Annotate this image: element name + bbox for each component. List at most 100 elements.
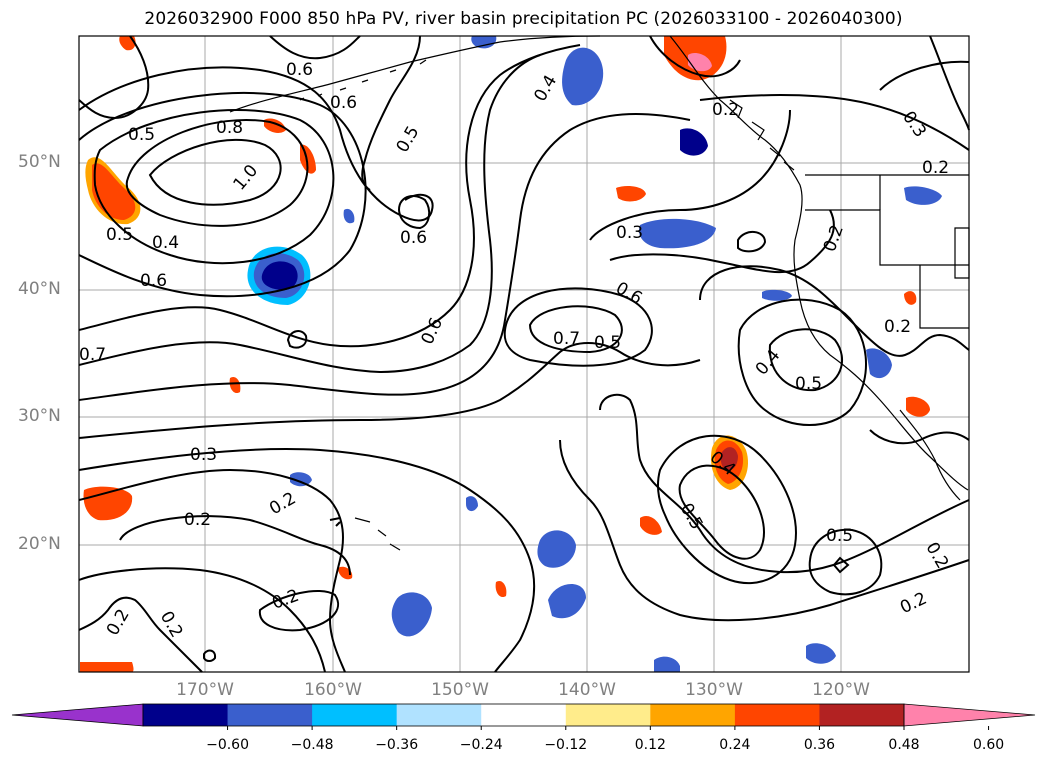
contour-line — [768, 328, 844, 392]
contour-line — [832, 556, 850, 574]
precip-patch-negative — [638, 218, 716, 249]
contour-line — [699, 265, 970, 357]
contour-label: 0.3 — [190, 445, 217, 465]
contour-line — [258, 589, 340, 632]
colorbar-tick-label: 0.12 — [634, 737, 666, 753]
contour-line — [361, 35, 421, 191]
lon-label-170w: 170°W — [176, 680, 234, 700]
contour-line — [286, 330, 308, 349]
contour-line — [78, 567, 326, 673]
contour-label: 0.6 — [140, 271, 167, 291]
contour-label: 0.5 — [106, 225, 133, 245]
contour-line — [609, 209, 835, 274]
precip-patch-negative — [904, 186, 942, 205]
precip-patch-negative — [391, 592, 432, 637]
lon-label-130w: 130°W — [685, 680, 743, 700]
contour-line — [203, 649, 217, 662]
colorbar-tick-label: 0.36 — [803, 737, 836, 753]
contour-label: 0.8 — [216, 118, 243, 138]
contour-line — [808, 528, 883, 596]
colorbar-segment — [396, 704, 482, 726]
coastline-alaska — [229, 35, 601, 113]
border-states-a — [805, 209, 969, 266]
hawaii — [354, 517, 401, 551]
precip-patch-negative — [762, 289, 792, 301]
precip-patch-negative — [548, 583, 586, 619]
colorbar-tick-label: −0.60 — [206, 737, 249, 753]
colorbar-tick-label: 0.24 — [719, 737, 751, 753]
precip-patch-negative — [866, 348, 892, 379]
precip-patch-negative — [680, 128, 708, 156]
contour-label: 0.4 — [152, 233, 179, 253]
contour-line — [78, 448, 536, 673]
map-frame — [78, 35, 970, 673]
contour-line — [125, 118, 309, 227]
contour-line — [78, 92, 367, 298]
precip-patches — [80, 36, 942, 672]
contour-label: 0.2 — [712, 100, 739, 120]
colorbar-segment — [734, 704, 820, 726]
contour-line — [589, 109, 791, 241]
precip-patch-negative — [290, 472, 312, 487]
contour-label: 0.5 — [594, 333, 621, 353]
colorbar-tick-label: 0.60 — [972, 737, 1005, 753]
contour-line — [737, 231, 767, 253]
contour-line — [699, 94, 970, 151]
contour-line — [678, 464, 765, 560]
colorbar-segment — [481, 704, 567, 726]
contour-label: 0.6 — [286, 60, 313, 80]
lat-label-50n: 50°N — [18, 152, 61, 172]
contour-line — [78, 596, 203, 673]
contour-line — [78, 342, 701, 439]
precip-patch-positive — [640, 515, 662, 535]
precip-patch-negative — [343, 208, 355, 224]
colorbar-tick-label: 0.48 — [888, 737, 920, 753]
lon-label-120w: 120°W — [812, 680, 870, 700]
contour-label: 0.5 — [826, 526, 853, 546]
lon-label-150w: 150°W — [431, 680, 489, 700]
colorbar-segment — [312, 704, 398, 726]
lat-label-20n: 20°N — [18, 534, 61, 554]
precip-patch-negative — [654, 656, 680, 672]
precip-patch-positive — [906, 396, 930, 417]
colorbar-extend-high — [903, 703, 1036, 727]
contour-line — [78, 44, 581, 348]
coastline-baja — [899, 409, 961, 501]
precip-patch-positive — [495, 580, 507, 598]
contour-label: 0.7 — [79, 345, 106, 365]
contour-label: 0.2 — [922, 158, 949, 178]
coastline-bc — [669, 35, 969, 491]
precip-patch-negative — [261, 261, 298, 290]
contour-line — [599, 393, 970, 574]
coastline-islands-bc — [729, 99, 795, 171]
contour-line — [879, 60, 970, 91]
contour-line — [737, 298, 867, 426]
contour-line — [329, 517, 341, 527]
contour-line — [869, 429, 970, 445]
colorbar-segment — [565, 704, 651, 726]
contour-line — [656, 434, 797, 585]
contour-line — [559, 439, 970, 622]
map-title: 2026032900 F000 850 hPa PV, river basin … — [144, 9, 903, 29]
lon-label-140w: 140°W — [558, 680, 616, 700]
contour-line — [78, 468, 346, 673]
precip-patch-positive — [80, 662, 134, 672]
contour-line — [93, 109, 335, 265]
colorbar-segment — [227, 704, 313, 726]
lat-label-40n: 40°N — [18, 279, 61, 299]
colorbar-tick-label: −0.48 — [290, 737, 334, 753]
contour-label: 0.6 — [330, 93, 357, 113]
coastlines — [229, 35, 970, 551]
precip-patch-positive — [720, 447, 738, 471]
contour-line — [78, 35, 150, 120]
precip-patch-negative — [537, 530, 576, 568]
precip-patch-positive — [904, 291, 917, 305]
colorbar-tick-label: −0.36 — [375, 737, 419, 753]
contour-line — [269, 35, 361, 60]
colorbar-segment — [650, 704, 736, 726]
colorbar-tick-label: −0.24 — [459, 737, 503, 753]
contour-label: 0.5 — [128, 125, 155, 145]
colorbar-outline — [142, 703, 905, 727]
precip-patch-positive — [229, 376, 241, 394]
